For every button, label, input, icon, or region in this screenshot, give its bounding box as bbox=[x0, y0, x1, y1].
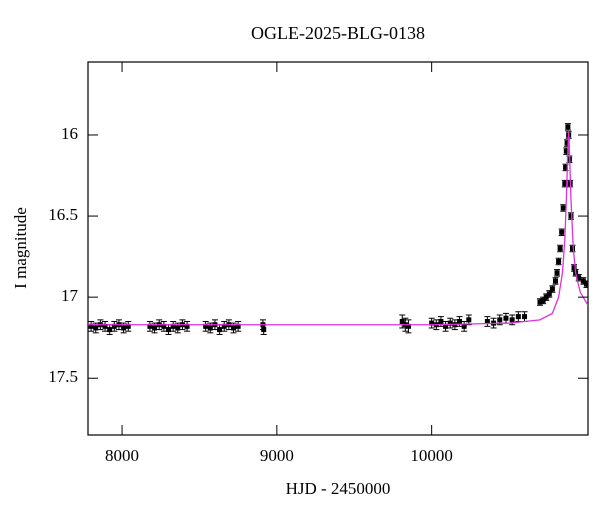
data-point bbox=[203, 323, 209, 329]
data-point bbox=[93, 325, 99, 331]
data-point bbox=[102, 323, 108, 329]
data-point bbox=[515, 314, 521, 320]
data-point bbox=[447, 320, 453, 326]
plot-area bbox=[88, 123, 588, 335]
y-tick-label: 17.5 bbox=[48, 367, 78, 386]
data-point bbox=[184, 323, 190, 329]
data-point bbox=[565, 124, 571, 130]
data-point bbox=[438, 318, 444, 324]
data-point bbox=[466, 317, 472, 323]
data-point bbox=[429, 320, 435, 326]
data-point bbox=[121, 325, 127, 331]
data-point bbox=[557, 246, 563, 251]
data-point bbox=[563, 148, 569, 154]
data-point bbox=[562, 181, 568, 187]
data-point bbox=[540, 297, 546, 303]
data-point bbox=[175, 325, 181, 331]
data-point bbox=[554, 270, 560, 276]
data-point bbox=[399, 318, 405, 324]
data-point bbox=[261, 327, 267, 333]
data-point bbox=[484, 318, 490, 324]
data-point bbox=[405, 323, 411, 329]
model-curve bbox=[88, 131, 588, 326]
data-point bbox=[125, 323, 131, 329]
x-axis-label: HJD - 2450000 bbox=[286, 479, 391, 498]
data-point bbox=[235, 323, 241, 329]
y-axis-label: I magnitude bbox=[11, 207, 30, 289]
data-point bbox=[560, 205, 566, 211]
data-point bbox=[457, 318, 463, 324]
data-point bbox=[546, 291, 552, 297]
data-point bbox=[570, 246, 576, 251]
data-point bbox=[165, 327, 171, 333]
y-tick-label: 16.5 bbox=[48, 205, 78, 224]
data-point bbox=[568, 213, 574, 219]
data-point bbox=[583, 281, 588, 287]
data-point bbox=[152, 325, 158, 331]
data-point bbox=[217, 327, 223, 333]
data-point bbox=[509, 317, 515, 323]
data-point bbox=[563, 164, 569, 170]
data-point bbox=[580, 278, 586, 284]
data-point bbox=[161, 323, 167, 329]
chart-title: OGLE-2025-BLG-0138 bbox=[251, 23, 425, 43]
y-tick-label: 16 bbox=[61, 124, 78, 143]
data-point bbox=[231, 325, 237, 331]
x-tick-label: 9000 bbox=[260, 446, 294, 465]
data-point bbox=[111, 323, 117, 329]
x-tick-label: 10000 bbox=[410, 446, 453, 465]
data-point bbox=[556, 258, 562, 264]
data-point bbox=[576, 275, 582, 281]
data-point bbox=[537, 299, 543, 305]
y-tick-label: 17 bbox=[61, 286, 79, 305]
data-point bbox=[443, 323, 449, 329]
x-tick-label: 8000 bbox=[105, 446, 139, 465]
data-point bbox=[549, 286, 555, 292]
data-point bbox=[552, 278, 558, 284]
data-point bbox=[147, 323, 153, 329]
data-point bbox=[107, 327, 113, 333]
data-point bbox=[543, 294, 549, 300]
data-point bbox=[88, 323, 94, 329]
plot-frame bbox=[87, 61, 589, 436]
data-point bbox=[497, 317, 503, 323]
data-point bbox=[170, 323, 176, 329]
data-point bbox=[571, 265, 577, 271]
data-point bbox=[461, 323, 467, 329]
data-point bbox=[207, 325, 213, 331]
data-point bbox=[221, 323, 227, 329]
data-point bbox=[522, 314, 528, 320]
data-point bbox=[503, 315, 509, 321]
data-point bbox=[564, 140, 570, 146]
data-point bbox=[559, 229, 565, 235]
